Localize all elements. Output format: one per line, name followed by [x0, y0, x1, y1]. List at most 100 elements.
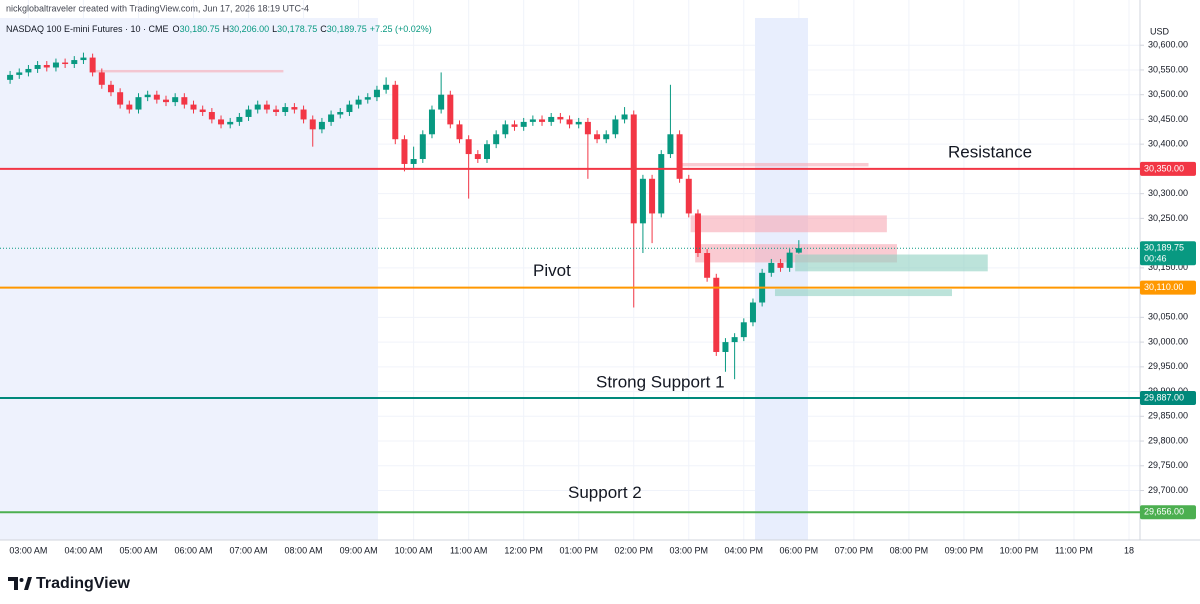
candle-body [419, 134, 426, 160]
candle-body [52, 62, 59, 68]
candle-body [410, 159, 417, 164]
y-tick-label: 29,750.00 [1148, 460, 1188, 470]
level-tag [1140, 280, 1196, 295]
candle-body [236, 116, 243, 122]
x-tick-label: 03:00 PM [670, 545, 709, 555]
candle-body [722, 342, 729, 352]
zone [690, 215, 887, 233]
candle-body [713, 277, 720, 352]
candle-body [282, 107, 289, 113]
candle-body [43, 65, 50, 68]
candle-body [199, 109, 206, 113]
candle-body [34, 65, 41, 69]
y-tick-label: 30,300.00 [1148, 188, 1188, 198]
candle-body [89, 57, 96, 73]
ohlc-key: C [320, 24, 327, 34]
candle-body [749, 302, 756, 323]
countdown: 00:46 [1144, 254, 1167, 264]
candle-body [667, 134, 674, 155]
y-tick-label: 30,550.00 [1148, 64, 1188, 74]
y-tick-label: 30,250.00 [1148, 213, 1188, 223]
level-tag [1140, 161, 1196, 176]
ohlc-value: 30,189.75 [327, 24, 367, 34]
candle-body [273, 109, 280, 113]
candle-body [208, 112, 215, 120]
x-tick-label: 06:00 AM [175, 545, 213, 555]
candle-body [584, 121, 591, 135]
candle-body [163, 99, 170, 103]
ohlc-value: 30,180.75 [180, 24, 220, 34]
candle-body [318, 121, 325, 130]
candle-body [621, 114, 628, 120]
x-tick-label: 09:00 AM [340, 545, 378, 555]
y-tick-label: 30,450.00 [1148, 114, 1188, 124]
level-name: Strong Support 1 [596, 372, 725, 391]
candle-body [520, 121, 527, 127]
zone [679, 162, 869, 167]
candle-body [731, 337, 738, 343]
zone [795, 254, 988, 272]
level-tag [1140, 505, 1196, 520]
candle-body [71, 60, 78, 65]
level-tag [1140, 390, 1196, 405]
y-tick-label: 30,050.00 [1148, 312, 1188, 322]
currency: USD [1150, 26, 1170, 36]
candle-body [474, 154, 481, 160]
candle-body [777, 262, 784, 268]
level-name: Pivot [533, 261, 571, 280]
candle-body [795, 248, 802, 253]
x-tick-label: 06:00 PM [780, 545, 819, 555]
last-price-tag [1140, 241, 1196, 266]
x-tick-label: 10:00 AM [395, 545, 433, 555]
last-price-label: 30,189.75 [1144, 243, 1184, 253]
candle-body [603, 134, 610, 140]
level-tag-label: 29,887.00 [1144, 392, 1184, 402]
x-tick-label: 04:00 AM [64, 545, 102, 555]
candle-body [263, 104, 270, 110]
candle-body [566, 119, 573, 125]
candle-body [740, 322, 747, 338]
candle-body [328, 114, 335, 122]
candle-body [126, 104, 133, 110]
x-tick-label: 04:00 PM [725, 545, 764, 555]
candle-body [392, 84, 399, 140]
y-tick-label: 29,800.00 [1148, 435, 1188, 445]
candle-body [401, 139, 408, 164]
candle-body [373, 89, 380, 98]
candle-body [612, 119, 619, 135]
candle-body [529, 119, 536, 122]
y-tick-label: 30,600.00 [1148, 40, 1188, 50]
x-tick-label: 07:00 PM [835, 545, 874, 555]
ohlc-key: L [272, 24, 277, 34]
candle-body [153, 94, 160, 100]
candle-body [144, 94, 151, 98]
candle-body [181, 97, 188, 105]
candle-body [364, 97, 371, 100]
candle-body [465, 139, 472, 155]
y-tick-label: 30,500.00 [1148, 89, 1188, 99]
candle-body [227, 121, 234, 125]
level-tag-label: 29,656.00 [1144, 507, 1184, 517]
candle-body [16, 72, 23, 75]
candle-body [456, 124, 463, 140]
x-tick-label: 08:00 AM [285, 545, 323, 555]
y-tick-label: 29,900.00 [1148, 386, 1188, 396]
candle-body [135, 97, 142, 110]
candle-body [337, 112, 344, 115]
candle-body [355, 99, 362, 105]
candle-body [172, 97, 179, 103]
logo [8, 577, 32, 590]
candle-body [493, 134, 500, 145]
candle-body [62, 62, 69, 65]
ohlc-value: 30,178.75 [277, 24, 317, 34]
candle-body [80, 57, 87, 61]
x-tick-label: 03:00 AM [9, 545, 47, 555]
x-tick-label: 09:00 PM [945, 545, 984, 555]
x-tick-label: 08:00 PM [890, 545, 929, 555]
candle-body [649, 178, 656, 214]
candle-body [107, 84, 114, 93]
symbol-legend: NASDAQ 100 E-mini Futures · 10 · CME O30,… [6, 24, 432, 34]
candle-body [658, 154, 665, 214]
x-tick-label: 12:00 PM [504, 545, 543, 555]
